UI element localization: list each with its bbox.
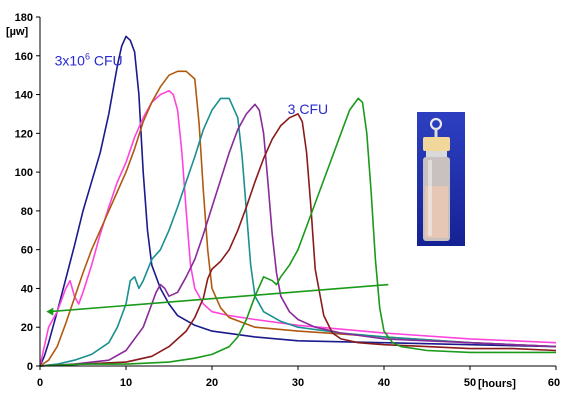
series-line-2 <box>39 89 557 367</box>
annotation-1: 3x106 CFU <box>55 51 123 68</box>
series-line-5 <box>39 103 557 367</box>
series-line-3 <box>39 70 557 367</box>
x-tick-label: 40 <box>378 377 390 389</box>
y-tick-label: 60 <box>21 245 33 257</box>
series-layer <box>39 35 557 367</box>
y-tick-label: 20 <box>21 322 33 334</box>
series-line-6 <box>39 113 557 367</box>
x-tick-label: 0 <box>37 377 43 389</box>
x-tick-label: 30 <box>292 377 304 389</box>
y-tick-label: 140 <box>15 90 33 102</box>
vial-photo <box>417 112 465 246</box>
x-tick-label: 20 <box>206 377 218 389</box>
series-line-4 <box>39 97 557 367</box>
x-tick-label: 50 <box>464 377 476 389</box>
y-tick-label: 180 <box>15 12 33 24</box>
trend-arrow-marker <box>46 307 54 316</box>
y-axis-label: [µw] <box>6 26 29 38</box>
y-tick-label: 160 <box>15 51 33 63</box>
x-tick-label: 60 <box>548 377 560 389</box>
annotation-2: 3 CFU <box>288 101 328 117</box>
y-tick-label: 100 <box>15 167 33 179</box>
series-line-1 <box>39 35 557 367</box>
y-tick-label: 40 <box>21 283 33 295</box>
annotation-layer: 3x106 CFU 3 CFU <box>55 51 329 116</box>
x-axis-label: [hours] <box>478 378 516 390</box>
y-tick-label: 80 <box>21 206 33 218</box>
y-tick-label: 120 <box>15 128 33 140</box>
y-tick-label: 0 <box>27 361 33 373</box>
series-line-8 <box>48 283 389 313</box>
series-line-7 <box>39 97 556 367</box>
x-tick-label: 10 <box>120 377 132 389</box>
axes-layer: 0 20 40 60 80 100 120 140 160 180 0 10 20 30 40 50 60 <box>15 12 560 389</box>
